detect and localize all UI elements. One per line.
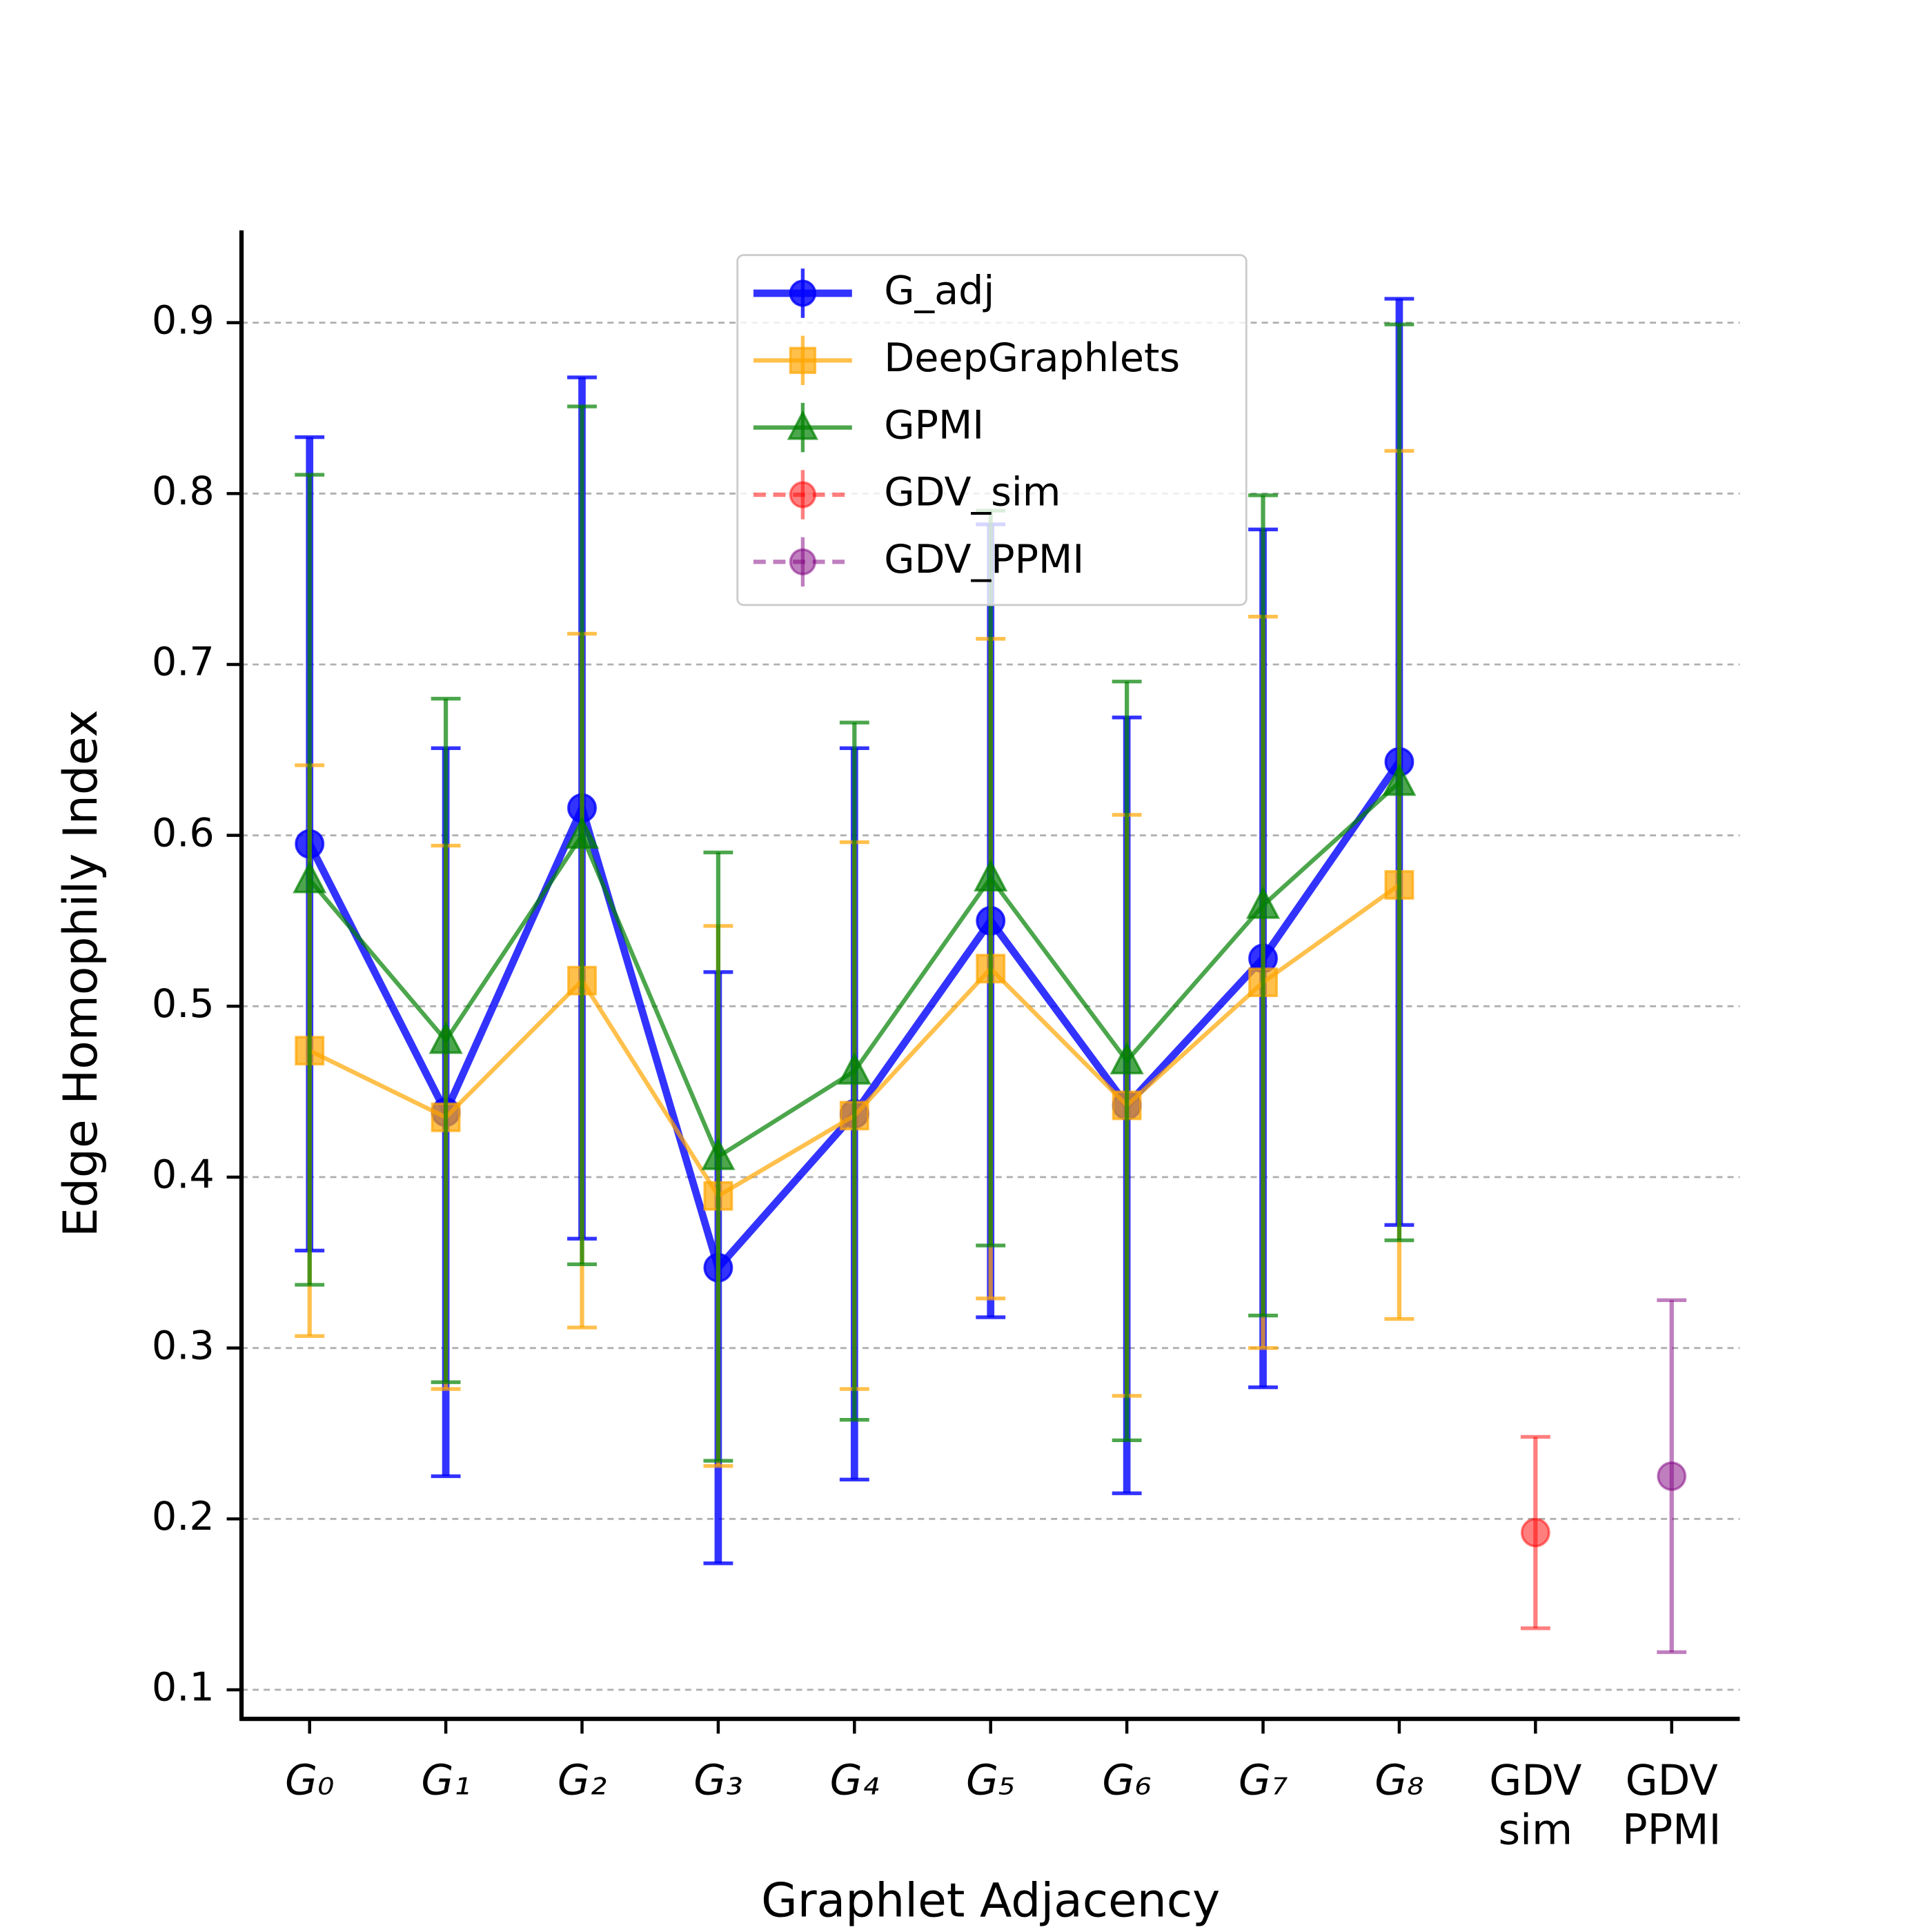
legend-marker [789, 481, 817, 509]
data-point [837, 1052, 871, 1085]
x-tick-label: GDV sim [1489, 1757, 1582, 1854]
legend-label: GDV_sim [884, 470, 1061, 515]
y-tick-label: 0.1 [152, 1665, 215, 1711]
y-tick-label: 0.4 [152, 1152, 215, 1198]
legend-label: GPMI [884, 402, 984, 448]
x-tick-label: G₀ [285, 1757, 334, 1805]
y-tick-label: 0.8 [152, 469, 215, 514]
x-tick-label: G₃ [693, 1757, 742, 1805]
x-tick-label: G₅ [966, 1757, 1015, 1805]
legend-marker [789, 346, 817, 374]
x-tick-label: G₈ [1374, 1757, 1423, 1805]
legend-box [736, 254, 1248, 607]
y-tick-label: 0.3 [152, 1323, 215, 1368]
legend: G_adj DeepGraphlets GPMI GDV_sim GDV_PPMI [736, 254, 1248, 607]
legend-label: DeepGraphlets [884, 335, 1180, 381]
legend-label: G_adj [884, 268, 994, 314]
y-tick-label: 0.2 [152, 1494, 215, 1539]
data-point [564, 816, 600, 849]
data-point [1382, 763, 1417, 796]
x-axis-label: Graphlet Adjacency [761, 1873, 1220, 1928]
x-tick-label: G₄ [830, 1757, 879, 1805]
y-tick-label: 0.5 [152, 981, 215, 1027]
legend-marker [787, 410, 818, 440]
y-tick-label: 0.7 [152, 640, 215, 685]
x-tick-label: G₂ [558, 1757, 607, 1805]
data-point [1110, 1042, 1144, 1075]
y-axis-label: Edge Homophily Index [54, 709, 108, 1237]
data-point [1657, 1461, 1687, 1491]
y-tick-label: 0.6 [152, 810, 215, 856]
x-tick-label: G₆ [1102, 1757, 1151, 1805]
legend-marker [789, 548, 817, 575]
data-point [293, 860, 327, 894]
x-tick-label: G₇ [1239, 1757, 1288, 1805]
data-point [1245, 886, 1281, 919]
data-point [974, 859, 1008, 892]
data-point [701, 1137, 736, 1170]
legend-marker [789, 279, 817, 307]
x-tick-label: GDV PPMI [1622, 1757, 1722, 1854]
y-tick-label: 0.9 [152, 297, 215, 343]
legend-label: GDV_PPMI [884, 537, 1084, 582]
x-tick-label: G₁ [421, 1757, 470, 1805]
data-point [1520, 1517, 1550, 1548]
data-point [428, 1021, 463, 1054]
